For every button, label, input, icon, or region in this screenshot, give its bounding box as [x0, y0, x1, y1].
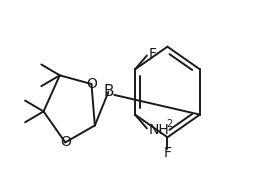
Text: F: F	[149, 47, 157, 61]
Text: O: O	[86, 77, 97, 91]
Text: NH: NH	[149, 123, 170, 137]
Text: F: F	[164, 146, 172, 160]
Text: B: B	[103, 84, 114, 100]
Text: O: O	[60, 135, 71, 149]
Text: 2: 2	[167, 120, 173, 129]
